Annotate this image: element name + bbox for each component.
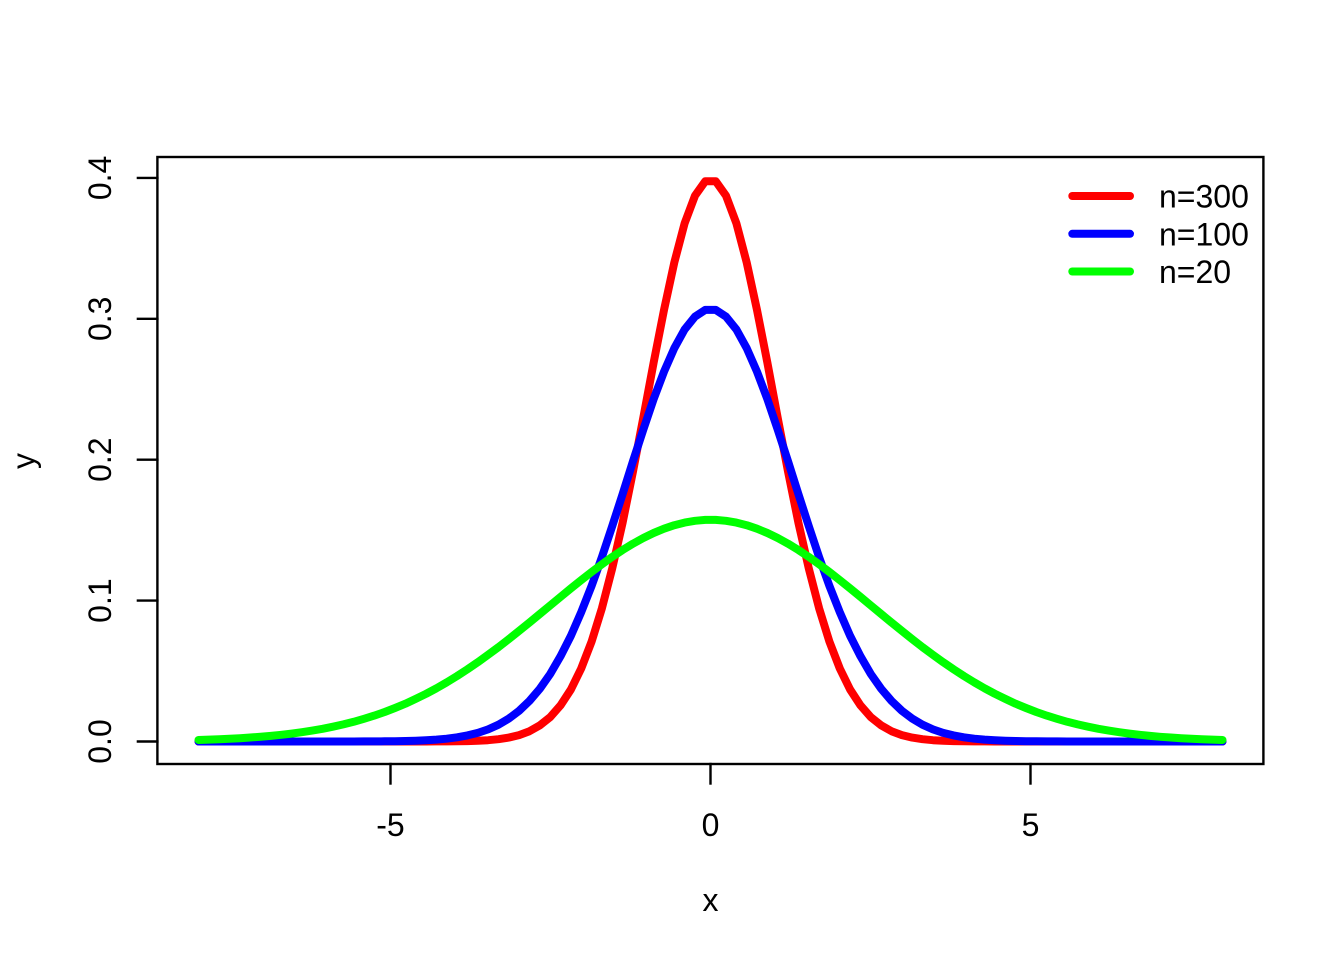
svg-text:y: y xyxy=(6,453,42,469)
svg-text:n=300: n=300 xyxy=(1159,179,1249,215)
svg-text:0.2: 0.2 xyxy=(82,437,118,481)
svg-text:0.4: 0.4 xyxy=(82,156,118,200)
svg-text:0: 0 xyxy=(702,807,720,843)
svg-text:0.0: 0.0 xyxy=(82,719,118,763)
svg-text:n=100: n=100 xyxy=(1159,216,1249,252)
svg-text:-5: -5 xyxy=(376,807,404,843)
svg-text:0.3: 0.3 xyxy=(82,297,118,341)
svg-text:n=20: n=20 xyxy=(1159,254,1231,290)
svg-text:0.1: 0.1 xyxy=(82,578,118,622)
svg-text:x: x xyxy=(703,882,719,918)
svg-text:5: 5 xyxy=(1022,807,1040,843)
